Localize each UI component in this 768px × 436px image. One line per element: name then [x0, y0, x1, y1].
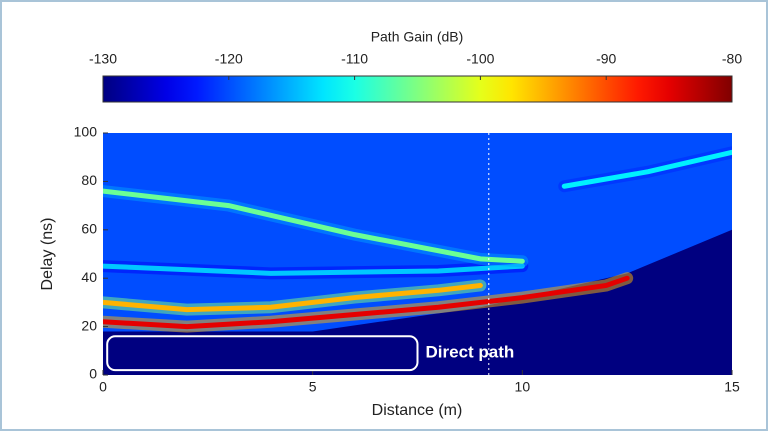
annotation-box: [106, 335, 419, 372]
y-tick-label: 20: [81, 317, 97, 333]
x-tick-label: 10: [515, 379, 531, 395]
x-tick-label: 5: [309, 379, 317, 395]
colorbar-tick-label: -110: [341, 51, 368, 67]
y-tick-label: 40: [81, 269, 97, 285]
heatmap: [103, 133, 732, 375]
colorbar-tick-label: -120: [215, 51, 243, 67]
x-tick-label: 15: [724, 379, 740, 395]
y-tick-label: 60: [81, 221, 97, 237]
x-axis-label: Distance (m): [372, 402, 463, 419]
colorbar-tick-label: -130: [89, 51, 117, 67]
colorbar: [102, 75, 733, 103]
propagation-path: [561, 149, 732, 189]
colorbar-label: Path Gain (dB): [371, 29, 464, 45]
y-tick-label: 80: [81, 172, 97, 188]
y-tick-label: 0: [89, 366, 97, 382]
propagation-path: [103, 263, 525, 276]
propagation-path: [103, 275, 630, 330]
colorbar-tick-label: -90: [596, 51, 616, 67]
propagation-path: [103, 188, 525, 264]
annotation-text: Direct path: [426, 343, 515, 362]
y-tick-label: 100: [74, 124, 98, 140]
propagation-path: [103, 282, 483, 313]
x-tick-label: 0: [99, 379, 107, 395]
colorbar-tick-label: -100: [466, 51, 494, 67]
y-axis-label: Delay (ns): [39, 218, 56, 291]
colorbar-tick-label: -80: [722, 51, 742, 67]
